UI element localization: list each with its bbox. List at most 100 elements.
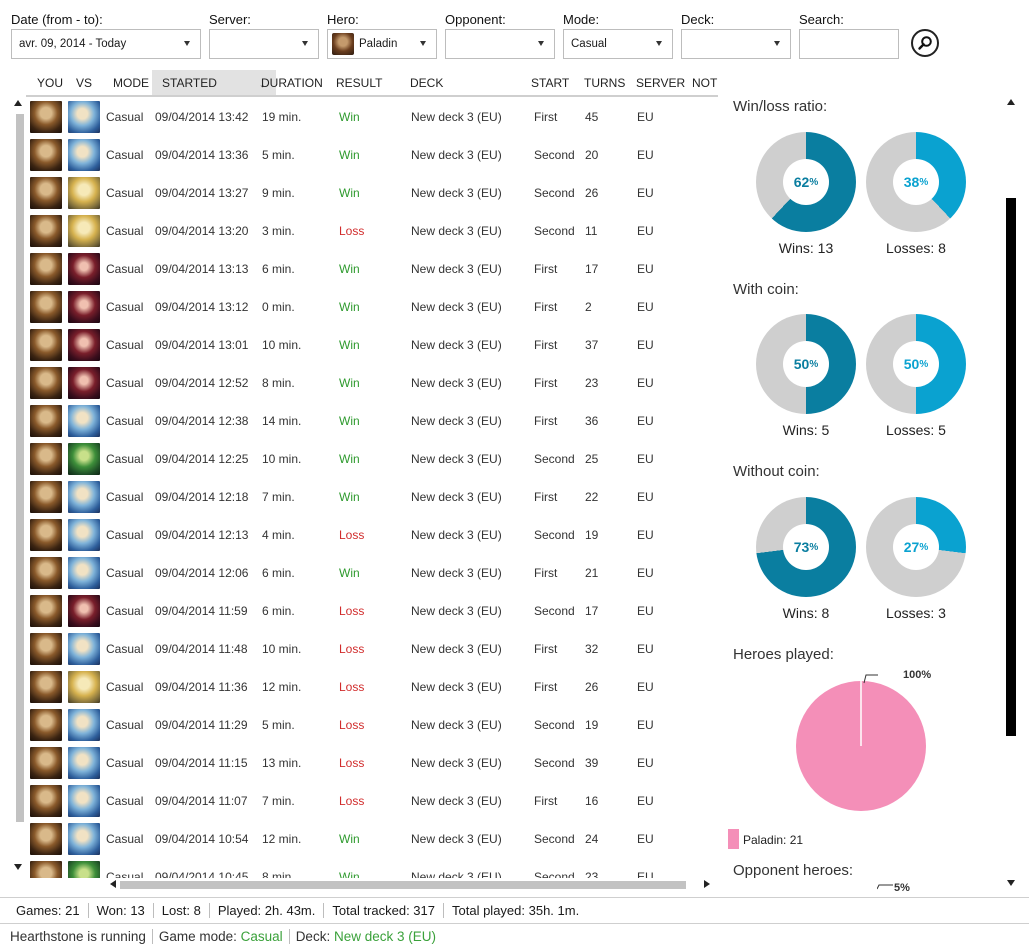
scrollbar-thumb[interactable] [16,114,24,822]
cell-turns: 20 [585,148,599,162]
donut-center: 73% [783,524,829,570]
cell-deck: New deck 3 (EU) [411,566,502,580]
game-mode-status: Game mode: Casual [153,928,290,944]
table-row[interactable]: Casual 09/04/2014 13:20 3 min. Loss New deck… [26,212,718,250]
table-row[interactable]: Casual 09/04/2014 10:45 8 min. Win New deck … [26,858,718,878]
col-header-vs[interactable]: VS [76,76,93,90]
donut-value: 62 [793,174,810,190]
table-row[interactable]: Casual 09/04/2014 12:52 8 min. Win New deck … [26,364,718,402]
table-row[interactable]: Casual 09/04/2014 12:25 10 min. Win New deck… [26,440,718,478]
table-row[interactable]: Casual 09/04/2014 13:27 9 min. Win New deck … [26,174,718,212]
col-header-result[interactable]: RESULT [336,76,383,90]
game-mode-value: Casual [240,928,283,944]
table-row[interactable]: Casual 09/04/2014 13:36 5 min. Win New deck … [26,136,718,174]
deck-status-label: Deck: [295,928,331,944]
cell-deck: New deck 3 (EU) [411,224,502,238]
scrollbar-thumb[interactable] [120,881,686,889]
table-row[interactable]: Casual 09/04/2014 11:29 5 min. Loss New deck… [26,706,718,744]
cell-mode: Casual [106,794,144,808]
table-row[interactable]: Casual 09/04/2014 13:13 6 min. Win New deck … [26,250,718,288]
table-row[interactable]: Casual 09/04/2014 13:12 0 min. Win New deck … [26,288,718,326]
cell-duration: 5 min. [262,148,295,162]
cell-deck: New deck 3 (EU) [411,110,502,124]
table-row[interactable]: Casual 09/04/2014 11:48 10 min. Loss New dec… [26,630,718,668]
col-header-start[interactable]: START [531,76,570,90]
cell-started: 09/04/2014 13:36 [155,148,249,162]
table-row[interactable]: Casual 09/04/2014 11:07 7 min. Loss New deck… [26,782,718,820]
cell-duration: 14 min. [262,414,302,428]
scroll-up-arrow-icon[interactable] [14,100,22,106]
percent-sign: % [809,176,819,188]
cell-mode: Casual [106,604,144,618]
table-row[interactable]: Casual 09/04/2014 11:36 12 min. Loss New dec… [26,668,718,706]
cell-duration: 7 min. [262,490,295,504]
paladin-portrait-icon [30,747,62,779]
cell-started: 09/04/2014 13:27 [155,186,249,200]
cell-deck: New deck 3 (EU) [411,262,502,276]
stats-scroll-down-arrow-icon[interactable] [1007,880,1015,886]
server-dropdown[interactable] [209,29,319,59]
col-header-duration[interactable]: DURATION [261,76,323,90]
table-row[interactable]: Casual 09/04/2014 12:06 6 min. Win New deck … [26,554,718,592]
stats-scrollbar-thumb[interactable] [1006,198,1016,736]
scroll-left-arrow-icon[interactable] [110,880,116,888]
deck-filter-label: Deck: [681,12,715,27]
cell-mode: Casual [106,148,144,162]
scroll-down-arrow-icon[interactable] [14,864,22,870]
cell-duration: 10 min. [262,338,302,352]
cell-mode: Casual [106,490,144,504]
games-table-body: Casual 09/04/2014 13:42 19 min. Win New deck… [26,98,718,878]
priest-portrait-icon [68,177,100,209]
opponent-filter-label: Opponent: [445,12,506,27]
col-header-deck[interactable]: DECK [410,76,444,90]
table-row[interactable]: Casual 09/04/2014 12:13 4 min. Loss New deck… [26,516,718,554]
deck-dropdown[interactable] [681,29,791,59]
search-button[interactable] [911,29,939,57]
col-header-server[interactable]: SERVER [636,76,686,90]
mode-dropdown[interactable]: Casual [563,29,673,59]
paladin-portrait-icon [30,709,62,741]
col-header-started[interactable]: STARTED [162,76,217,90]
stats-scroll-up-arrow-icon[interactable] [1007,99,1015,105]
mode-filter-label: Mode: [563,12,600,27]
cell-duration: 7 min. [262,794,295,808]
table-row[interactable]: Casual 09/04/2014 11:59 6 min. Loss New deck… [26,592,718,630]
server-filter-label: Server: [209,12,251,27]
cell-result: Win [339,300,360,314]
paladin-portrait-icon [30,633,62,665]
table-horizontal-scrollbar[interactable] [108,879,713,891]
cell-started: 09/04/2014 13:20 [155,224,249,238]
cell-start: Second [534,224,575,238]
cell-started: 09/04/2014 13:42 [155,110,249,124]
cell-mode: Casual [106,186,144,200]
search-input[interactable] [799,29,899,59]
table-row[interactable]: Casual 09/04/2014 10:54 12 min. Win New deck… [26,820,718,858]
cell-mode: Casual [106,300,144,314]
table-row[interactable]: Casual 09/04/2014 11:15 13 min. Loss New dec… [26,744,718,782]
hero-dropdown[interactable]: Paladin [327,29,437,59]
cell-started: 09/04/2014 12:52 [155,376,249,390]
deck-status: Deck: New deck 3 (EU) [290,929,442,944]
cell-mode: Casual [106,756,144,770]
paladin-portrait-icon [30,519,62,551]
cell-started: 09/04/2014 12:38 [155,414,249,428]
table-vertical-scrollbar[interactable] [13,98,25,878]
opponent-dropdown[interactable] [445,29,555,59]
priest-portrait-icon [68,671,100,703]
date-range-dropdown[interactable]: avr. 09, 2014 - Today [11,29,201,59]
col-header-you[interactable]: YOU [37,76,64,90]
table-row[interactable]: Casual 09/04/2014 13:42 19 min. Win New deck… [26,98,718,136]
cell-start: First [534,262,558,276]
table-row[interactable]: Casual 09/04/2014 12:18 7 min. Win New deck … [26,478,718,516]
table-row[interactable]: Casual 09/04/2014 12:38 14 min. Win New deck… [26,402,718,440]
col-header-mode[interactable]: MODE [113,76,149,90]
cell-result: Loss [339,756,365,770]
summary-played: Played: 2h. 43m. [210,902,325,918]
paladin-portrait-icon [30,329,62,361]
donut-value: 50 [903,356,920,372]
scroll-right-arrow-icon[interactable] [704,880,710,888]
cell-duration: 6 min. [262,262,295,276]
table-row[interactable]: Casual 09/04/2014 13:01 10 min. Win New deck… [26,326,718,364]
col-header-notes[interactable]: NOT [692,76,718,90]
col-header-turns[interactable]: TURNS [584,76,626,90]
